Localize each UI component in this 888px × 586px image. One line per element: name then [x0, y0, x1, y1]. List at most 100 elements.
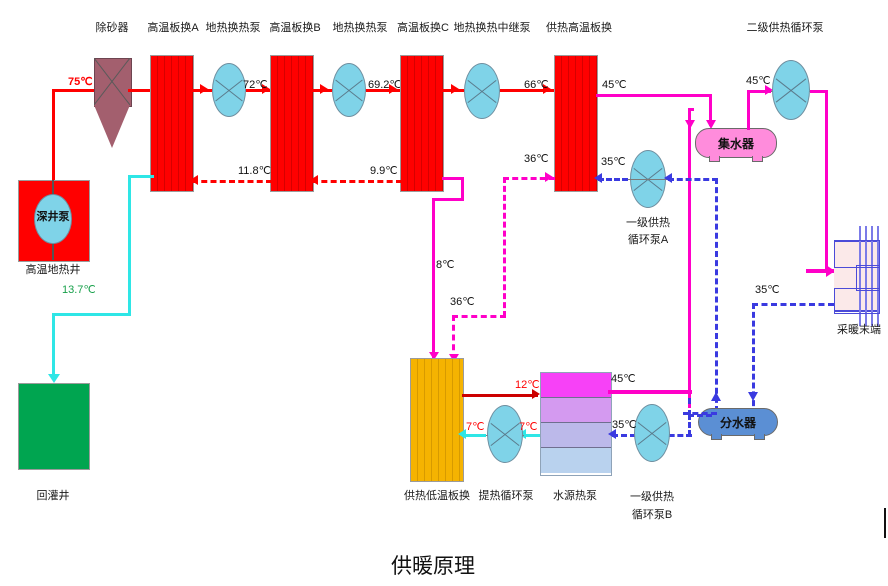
arrow-into-secondary-pump — [765, 85, 773, 95]
label-geo-pump-1: 地热换热泵 — [205, 22, 261, 34]
arrow-into-recharge-well — [48, 374, 60, 383]
arrow-to-relaypump — [451, 84, 459, 94]
label-heating-terminal: 采暖末端 — [837, 324, 881, 336]
label-supply-hx: 供热高温板换 — [546, 22, 612, 34]
diagram-title: 供暖原理 — [391, 554, 475, 578]
label-deep-well-pump: 深井泵 — [36, 211, 70, 223]
pipe-wshp-45c-out — [608, 390, 692, 394]
label-relay-pump: 地热换热中继泵 — [453, 22, 531, 34]
label-primary-pump-a-line2: 循环泵A — [627, 234, 669, 246]
well-pump-shaft-upper — [52, 180, 54, 198]
right-edge-marker — [884, 508, 886, 538]
pipe-collector-to-secpump — [747, 90, 771, 93]
label-hx-a: 高温板换A — [147, 22, 199, 34]
pipe-45c-supply-drop — [709, 94, 712, 126]
temp-75: 75℃ — [68, 76, 93, 88]
pipe-7c-right — [522, 434, 544, 437]
wshp-band-1 — [541, 373, 611, 398]
magenta-36c-drop — [452, 315, 455, 360]
arrow-45c-into-collector-left — [685, 120, 695, 129]
water-collector: 集水器 — [695, 128, 777, 162]
arrow-to-supplyhx — [543, 84, 551, 94]
pump-ellipse — [464, 63, 500, 119]
cyan-pipe-horizontal — [52, 313, 131, 316]
arrow-return-to-hxa — [190, 175, 198, 185]
supply-high-temp-heat-exchanger — [554, 55, 598, 192]
pipe-wshp-45c-riser — [688, 108, 691, 408]
temp-45-wshp: 45℃ — [611, 373, 636, 385]
blue-distributor-left-drop — [688, 414, 691, 436]
sand-remover-cone — [94, 104, 130, 148]
magenta-8c-right-riser — [461, 177, 464, 201]
blue-return-pumpa-right — [668, 178, 718, 181]
secondary-heating-circulation-pump — [772, 60, 810, 120]
pipe-well-riser — [52, 89, 55, 181]
water-source-heat-pump — [540, 372, 612, 476]
well-pump-shaft-lower — [52, 240, 54, 260]
magenta-36c-horizontal-top — [503, 177, 555, 180]
arrow-distributor-down-from-terminal — [748, 392, 758, 401]
wshp-band-2 — [541, 398, 611, 423]
terminal-segment-3 — [834, 288, 880, 314]
blue-35c-into-wshp — [612, 434, 636, 437]
pipe-12c-horizontal — [462, 394, 538, 397]
sand-remover-cross — [94, 58, 130, 105]
arrow-blue-into-supplyhx — [594, 173, 602, 183]
temp-35-upper: 35℃ — [601, 156, 626, 168]
label-primary-pump-b-line2: 循环泵B — [631, 509, 673, 521]
pump-ellipse — [212, 63, 246, 117]
label-water-source-hp: 水源热泵 — [553, 490, 597, 502]
temp-45-pump: 45℃ — [746, 75, 771, 87]
arrow-35c-into-wshp — [608, 429, 616, 439]
pump-ellipse — [487, 405, 523, 463]
arrow-to-pump2 — [320, 84, 328, 94]
label-hx-c: 高温板换C — [397, 22, 449, 34]
return-line-hxb-to-hxa — [192, 180, 272, 183]
blue-distributor-left-riser — [688, 398, 691, 416]
blue-return-into-supplyhx — [598, 178, 628, 181]
pipe-into-terminal — [806, 269, 834, 273]
arrow-12c-into-wshp — [532, 389, 540, 399]
arrow-return-to-hxb — [310, 175, 318, 185]
heat-exchanger-b — [270, 55, 314, 192]
wshp-band-4 — [541, 448, 611, 473]
label-sand-remover: 除砂器 — [95, 22, 129, 34]
arrow-8c-into-lowtemp-hx — [429, 352, 439, 360]
sand-remover-symbol — [94, 58, 132, 148]
terminal-tube-4 — [877, 226, 879, 326]
label-hx-b: 高温板换B — [269, 22, 321, 34]
pipe-relaypump-to-supplyhx — [500, 89, 554, 92]
label-low-temp-hx: 供热低温板换 — [404, 490, 470, 502]
arrow-into-heating-terminal — [826, 265, 835, 277]
pipe-45c-supply-horizontal — [596, 94, 712, 97]
temp-36-upper: 36℃ — [524, 153, 549, 165]
label-primary-pump-a-line1: 一级供热 — [626, 217, 670, 229]
terminal-tube-2 — [865, 226, 867, 326]
label-geo-pump-2: 地热换热泵 — [332, 22, 388, 34]
pipe-pump1-to-hxb — [246, 89, 272, 92]
heat-lift-circulation-pump — [487, 405, 523, 463]
blue-return-terminal-drop — [752, 303, 755, 415]
label-secondary-pump: 二级供热循环泵 — [746, 22, 824, 34]
arrow-45c-into-collector-right — [706, 120, 716, 129]
deep-well-pump — [34, 194, 72, 244]
terminal-tube-3 — [871, 226, 873, 326]
temp-72: 72℃ — [243, 79, 268, 91]
terminal-segment-2 — [856, 265, 880, 291]
temp-9-9: 9.9℃ — [370, 165, 398, 177]
blue-distributor-left-branch — [688, 414, 712, 417]
label-geothermal-well: 高温地热井 — [25, 264, 81, 276]
geothermal-relay-pump — [464, 63, 500, 119]
arrow-to-pump1 — [200, 84, 208, 94]
pump-ellipse — [332, 63, 366, 117]
geothermal-heat-pump-2 — [332, 63, 366, 117]
label-primary-pump-b-line1: 一级供热 — [630, 491, 674, 503]
pump-ellipse — [34, 194, 72, 244]
arrow-to-hxb — [262, 84, 270, 94]
temp-7-left: 7℃ — [466, 421, 485, 433]
heat-exchanger-c — [400, 55, 444, 192]
heating-terminal — [834, 226, 880, 326]
arrow-7c-into-lowtemp-hx — [458, 429, 466, 439]
magenta-8c-stub-top — [442, 177, 464, 180]
